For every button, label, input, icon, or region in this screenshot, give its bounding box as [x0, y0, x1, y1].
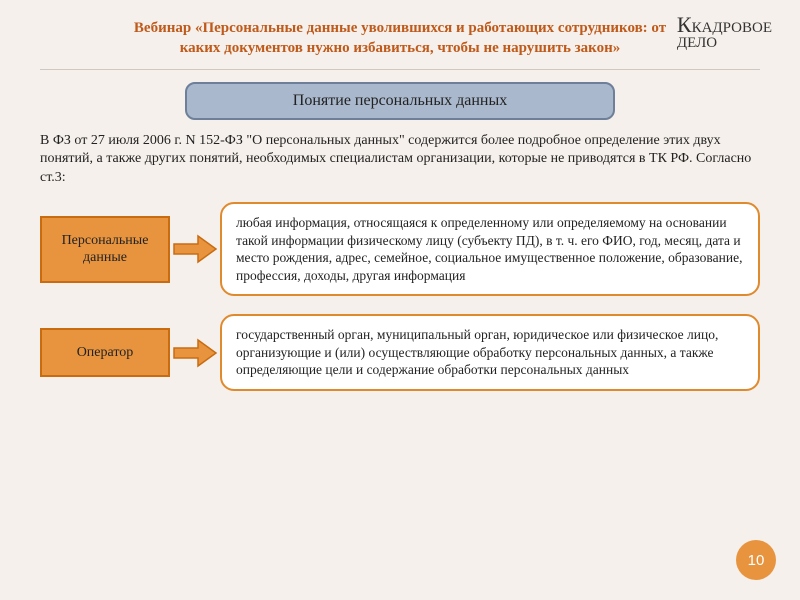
arrow-icon: [170, 234, 220, 264]
concept-heading-box: Понятие персональных данных: [185, 82, 615, 120]
term-label: Оператор: [40, 328, 170, 378]
term-definition: любая информация, относящаяся к определе…: [220, 202, 760, 296]
webinar-title: Вебинар «Персональные данные уволившихся…: [125, 18, 675, 59]
intro-paragraph: В ФЗ от 27 июля 2006 г. N 152-ФЗ "О перс…: [40, 132, 760, 189]
logo-line1: КАДРОВОЕ: [692, 20, 772, 36]
concept-heading-text: Понятие персональных данных: [293, 92, 507, 109]
definition-row: Оператор государственный орган, муниципа…: [40, 314, 760, 391]
term-label: Персональные данные: [40, 216, 170, 283]
definition-row: Персональные данные любая информация, от…: [40, 202, 760, 296]
logo-line2: ДЕЛО: [677, 35, 717, 51]
term-definition: государственный орган, муниципальный орг…: [220, 314, 760, 391]
slide-container: ККАДРОВОЕ ДЕЛО Вебинар «Персональные дан…: [0, 0, 800, 600]
divider: [40, 69, 760, 70]
page-number: 10: [748, 552, 765, 569]
brand-logo: ККАДРОВОЕ ДЕЛО: [677, 14, 772, 51]
arrow-icon: [170, 338, 220, 368]
page-number-badge: 10: [736, 540, 776, 580]
